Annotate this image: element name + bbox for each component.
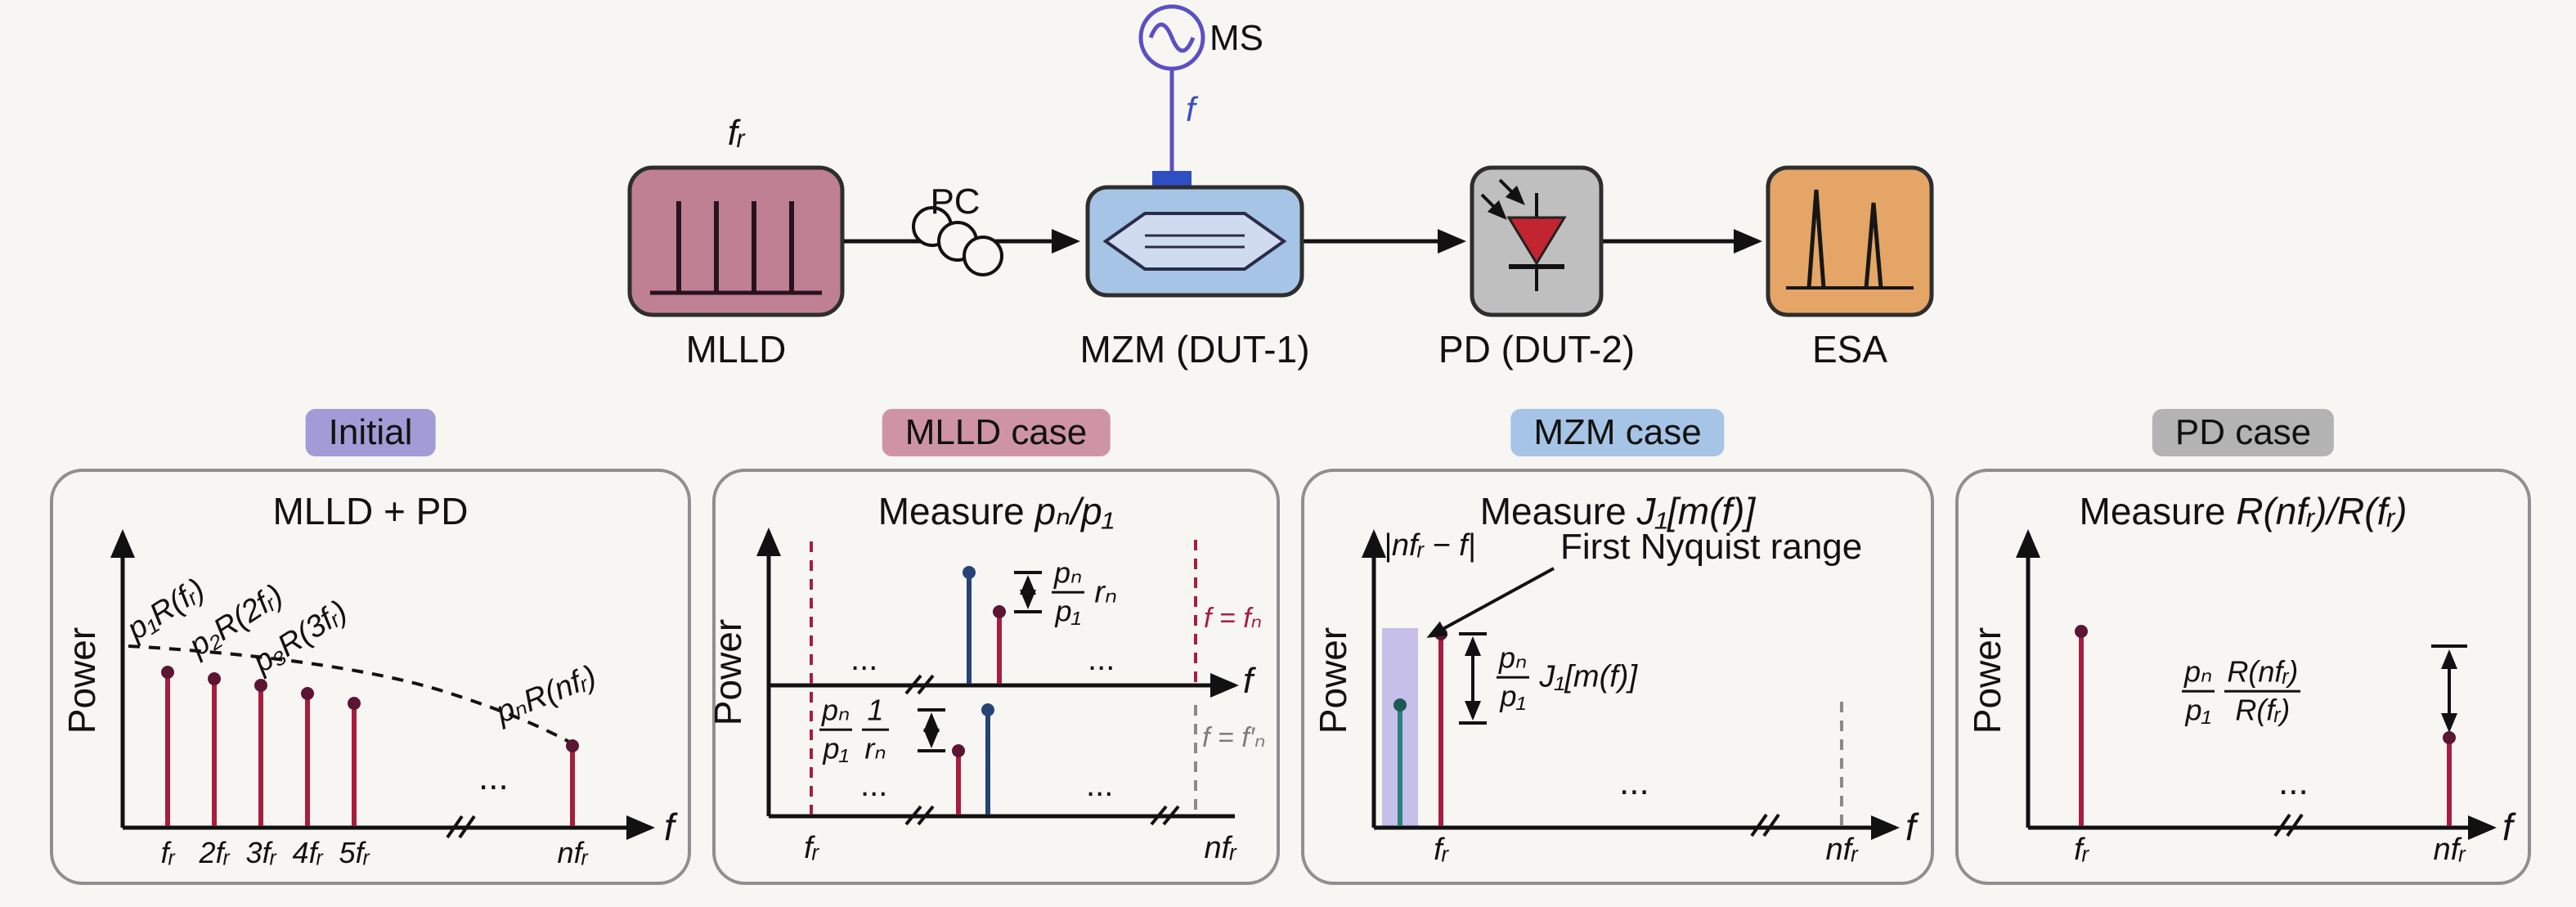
mlld-label: MLLD (685, 328, 787, 370)
ms-freq-label: f (1186, 90, 1196, 128)
panel3-title-prefix: Measure (1479, 490, 1637, 532)
fraction-bar (2224, 689, 2301, 693)
panel2-title: Measure pₙ/p₁ (878, 489, 1115, 533)
panel4-frac2-den: R(fᵣ) (2235, 693, 2291, 727)
panel2-lower-frac-num: pₙ (822, 693, 850, 727)
badge-mzm-case: MZM case (1510, 409, 1725, 456)
panel3-xtick-fr: fᵣ (1434, 833, 1448, 867)
pc-icon (912, 206, 1003, 276)
panel3-plot (1362, 529, 1900, 840)
panel4-ratio: pₙ p₁ R(nfᵣ) R(fᵣ) (2182, 654, 2301, 727)
panel4-title-prefix: Measure (2079, 490, 2237, 532)
badge-pd-case: PD case (2152, 409, 2335, 456)
panel1-ylabel: Power (61, 626, 103, 734)
badge-mlld-case: MLLD case (882, 409, 1111, 456)
fraction-bar (1052, 590, 1085, 594)
panel2-xtick-fr: fᵣ (804, 831, 819, 865)
panel1-xtick-fr: fᵣ (160, 836, 175, 869)
panel2-lower-dots-right: ... (1086, 767, 1114, 803)
panel2-lower-factor-den: rₙ (864, 731, 886, 766)
panel3-frac-den: p₁ (1500, 679, 1526, 713)
panel2-upper-ratio: pₙ p₁ rₙ (1052, 555, 1118, 628)
panel4-ylabel: Power (1966, 626, 2008, 734)
panel3-xtick-nfr: nfᵣ (1825, 833, 1858, 867)
panel2-title-math: pₙ/p₁ (1034, 490, 1115, 532)
pc-label: PC (930, 182, 981, 222)
panel3-frac: pₙ p₁ (1497, 640, 1530, 713)
panel2-upper-dots-right: ... (1088, 641, 1115, 677)
panel3-title-math: J₁[m(f)] (1636, 490, 1756, 532)
panel2-upper-frac-num: pₙ (1054, 555, 1083, 590)
panel2-fn-label: f = fₙ (1204, 603, 1263, 634)
panel2-upper-frac: pₙ p₁ (1052, 555, 1085, 628)
panel1-title: MLLD + PD (272, 490, 469, 532)
panel1-xtick-nfr: nfᵣ (557, 836, 588, 869)
panel4-xtick-nfr: nfᵣ (2433, 833, 2466, 867)
esa-label: ESA (1811, 328, 1888, 370)
panel-frames (50, 469, 2531, 885)
panel2-xlabel: f (1243, 661, 1254, 701)
mlld-rep-rate-label: fᵣ (727, 113, 745, 153)
panel4-ellipsis: ... (2278, 762, 2309, 802)
panel2-upper-factor: rₙ (1094, 575, 1118, 610)
panel2-title-prefix: Measure (877, 490, 1035, 532)
panel4-frac2-num: R(nfᵣ) (2227, 654, 2299, 689)
panel3-ylabel: Power (1312, 626, 1354, 734)
panel2-xtick-nfr: nfᵣ (1204, 831, 1236, 865)
panel3-frac-num: pₙ (1499, 640, 1528, 675)
pd-box-icon (1470, 165, 1604, 317)
panel2-ylabel: Power (707, 618, 749, 726)
panel1-xtick-3fr: 3fᵣ (245, 836, 276, 869)
ms-label: MS (1209, 18, 1263, 58)
mlld-box-icon (627, 165, 845, 317)
badge-initial: Initial (305, 409, 436, 456)
panel3-ellipsis: ... (1619, 762, 1649, 802)
panel1-xtick-4fr: 4fᵣ (292, 836, 323, 869)
pd-label: PD (DUT-2) (1438, 328, 1636, 370)
panel1-plot (110, 529, 655, 840)
panel2-upper-frac-den: p₁ (1055, 594, 1081, 628)
panel2-lower-ratio: pₙ p₁ 1 rₙ (819, 693, 889, 766)
panel3-nyquist-label: First Nyquist range (1560, 527, 1863, 567)
panel4-frac1-num: pₙ (2184, 654, 2213, 689)
panel4-title-math: R(nfᵣ)/R(fᵣ) (2236, 490, 2408, 532)
panel1-xtick-5fr: 5fᵣ (339, 836, 370, 869)
panel4-xtick-fr: fᵣ (2074, 833, 2089, 867)
panel4-xlabel: f (2502, 806, 2513, 848)
panel2-lower-frac-den: p₁ (823, 731, 849, 766)
panel2-upper-dots-left: ... (850, 641, 878, 677)
mzm-box-icon (1085, 185, 1304, 298)
panel4-frac2: R(nfᵣ) R(fᵣ) (2224, 654, 2301, 727)
panel2-lower-factor-num: 1 (867, 693, 884, 727)
fraction-bar (1497, 676, 1530, 679)
panel1-ellipsis: ... (478, 757, 509, 797)
panel4-plot (2016, 529, 2497, 840)
panel4-title: Measure R(nfᵣ)/R(fᵣ) (2080, 489, 2408, 533)
panel3-ratio: pₙ p₁ J₁[m(f)] (1497, 640, 1638, 713)
ms-drive-line (1152, 70, 1192, 189)
fraction-bar (819, 728, 853, 731)
panel4-frac1: pₙ p₁ (2182, 654, 2215, 727)
fraction-bar (862, 728, 889, 731)
panel1-xtick-2fr: 2fᵣ (199, 836, 230, 869)
panel2-fpn-label: f = f′ₙ (1202, 722, 1266, 753)
panel3-beat-label: |nfᵣ − f| (1384, 528, 1476, 563)
panel2-lower-factor-frac: 1 rₙ (862, 693, 889, 766)
panel3-ratio-factor: J₁[m(f)] (1539, 659, 1638, 694)
mzm-label: MZM (DUT-1) (1079, 328, 1310, 370)
panel2-lower-dots-left: ... (860, 767, 888, 803)
panel4-frac1-den: p₁ (2185, 693, 2211, 727)
fraction-bar (2182, 689, 2215, 693)
esa-box-icon (1766, 165, 1934, 317)
panel3-xlabel: f (1905, 806, 1916, 848)
panel2-plot (756, 528, 1239, 826)
panel3-title: Measure J₁[m(f)] (1480, 489, 1756, 533)
panel1-xlabel: f (664, 806, 675, 848)
panel2-lower-frac: pₙ p₁ (819, 693, 853, 766)
ms-source-icon (1138, 4, 1205, 71)
